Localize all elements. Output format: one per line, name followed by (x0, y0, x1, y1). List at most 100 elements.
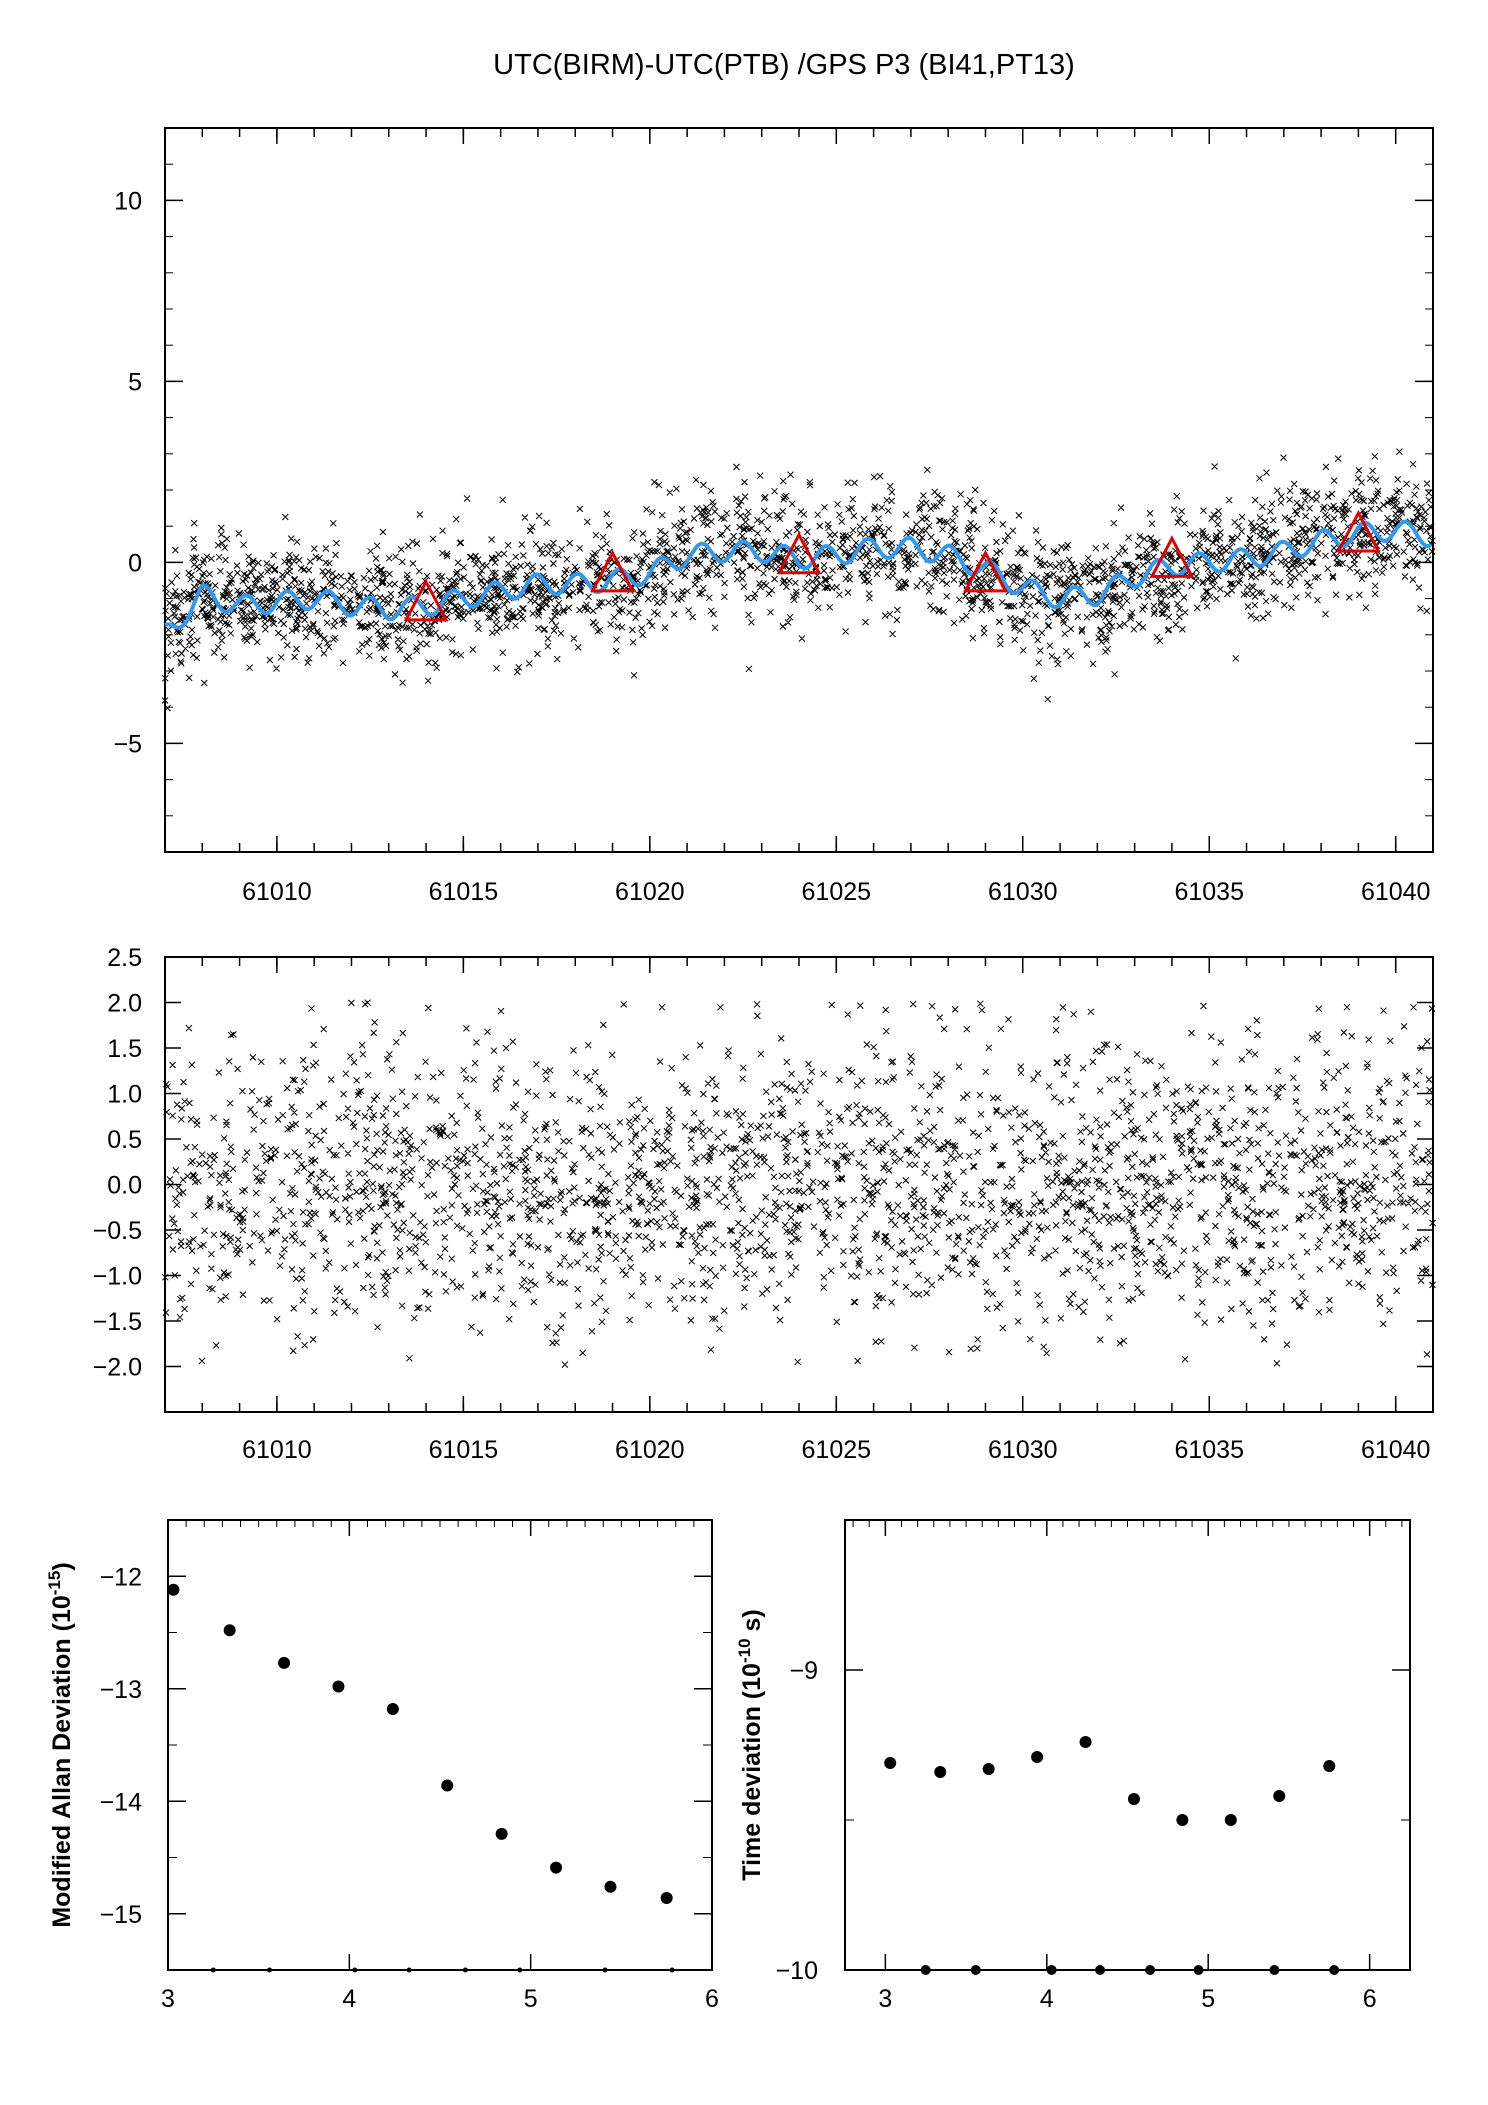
reference-mark (602, 1967, 608, 1973)
panel-top: 61010 61015 61020 61025 61030 61035 61040 10 5 0 −… (113, 127, 1436, 906)
y-axis-label-exponent: -10 (735, 1638, 754, 1663)
x-tick-label: 61025 (802, 1436, 872, 1464)
y-tick-label: −12 (100, 1563, 142, 1591)
x-tick-label: 5 (524, 1985, 538, 2013)
reference-mark (920, 1965, 931, 1975)
y-tick-label: −1.0 (93, 1263, 142, 1291)
y-tick-label: −13 (100, 1676, 142, 1704)
reference-mark (267, 1967, 273, 1973)
stability-point (982, 1763, 995, 1775)
stability-point (1176, 1814, 1189, 1826)
y-tick-label: 1.5 (107, 1035, 142, 1063)
stability-point (1031, 1751, 1044, 1763)
stability-point (386, 1703, 399, 1715)
y-tick-label: −14 (100, 1788, 143, 1816)
x-tick-label: 6 (705, 1985, 719, 2013)
reference-mark (462, 1967, 468, 1973)
y-axis-label: Time deviation (10-10 s) (735, 1609, 766, 1880)
stability-point (1323, 1760, 1336, 1772)
triangle-marker (962, 549, 1008, 593)
y-tick-label: 1.0 (107, 1081, 142, 1109)
stability-point (332, 1680, 345, 1693)
reference-mark (210, 1967, 216, 1973)
figure-title: UTC(BIRM)-UTC(PTB) /GPS P3 (BI41,PT13) (493, 49, 1075, 81)
y-tick-label: 0 (128, 549, 142, 577)
triangle-marker (403, 578, 449, 622)
reference-mark (1269, 1965, 1280, 1975)
stability-point (884, 1757, 897, 1769)
reference-mark (1095, 1965, 1106, 1975)
panel-bottom-left: 3 4 5 6 −12 −13 −14 −15 Modified Allan Deviation… (45, 1519, 719, 2013)
x-tick-label: 4 (342, 1985, 356, 2013)
x-tick-label: 6 (1363, 1985, 1377, 2013)
plot-frame (164, 127, 1434, 853)
y-axis-label-main: Time deviation (10 (738, 1663, 766, 1881)
x-tick-label: 61015 (429, 878, 499, 906)
stability-point (441, 1779, 454, 1792)
x-tick-label: 3 (878, 1985, 892, 2013)
x-tick-label: 61040 (1361, 1436, 1431, 1464)
stability-point (495, 1827, 508, 1840)
panel-middle: 61010 61015 61020 61025 61030 61035 61040 2.5 2.… (93, 944, 1436, 1464)
x-tick-label: 61030 (988, 1436, 1058, 1464)
x-tick-label: 61025 (802, 878, 872, 906)
reference-mark (406, 1967, 412, 1973)
stability-point (934, 1766, 947, 1778)
y-tick-label: −2.0 (93, 1354, 142, 1382)
y-tick-label: 10 (114, 187, 142, 215)
stability-point (167, 1583, 180, 1596)
fit-line (164, 519, 1433, 630)
stability-point (1127, 1793, 1140, 1805)
reference-mark (517, 1967, 523, 1973)
stability-point (1224, 1814, 1237, 1826)
x-tick-label: 61020 (615, 1436, 685, 1464)
y-axis-label-end: s) (738, 1609, 766, 1638)
y-tick-label: 5 (128, 368, 142, 396)
stability-point (1273, 1790, 1286, 1802)
x-tick-label: 61035 (1174, 878, 1244, 906)
reference-mark (352, 1967, 358, 1973)
x-tick-label: 61010 (242, 878, 312, 906)
y-tick-label: −0.5 (93, 1217, 142, 1245)
reference-mark (1193, 1965, 1204, 1975)
measurement-points (161, 999, 1436, 1368)
x-tick-label: 4 (1040, 1985, 1054, 2013)
measurement-points (161, 448, 1436, 712)
reference-mark (1145, 1965, 1156, 1975)
stability-point (660, 1892, 673, 1904)
y-axis-label: Modified Allan Deviation (10-15) (45, 1562, 76, 1927)
stability-point (1079, 1736, 1092, 1748)
x-tick-label: 5 (1201, 1985, 1215, 2013)
y-tick-label: 2.0 (107, 990, 142, 1018)
stability-point (550, 1861, 563, 1874)
x-tick-label: 61020 (615, 878, 685, 906)
x-tick-label: 3 (161, 1985, 175, 2013)
y-axis-label-main: Modified Allan Deviation (10 (48, 1595, 76, 1927)
stability-point (278, 1656, 291, 1669)
y-axis-label-end: ) (48, 1562, 76, 1570)
reference-mark (1329, 1965, 1340, 1975)
stability-point (223, 1624, 236, 1637)
stability-point (604, 1880, 617, 1893)
reference-mark (1046, 1965, 1057, 1975)
y-tick-label: −1.5 (93, 1308, 142, 1336)
plot-frame (844, 1519, 1411, 1971)
plot-frame (167, 1519, 713, 1971)
triangle-marker (1149, 535, 1195, 578)
y-tick-label: −10 (776, 1957, 818, 1985)
reference-mark (669, 1967, 675, 1973)
panel-bottom-right: 3 4 5 6 −9 −10 Time deviation (10-10 s) (735, 1519, 1411, 2013)
x-tick-label: 61010 (242, 1436, 312, 1464)
y-tick-label: −5 (113, 730, 142, 758)
triangle-marker (1335, 509, 1381, 553)
x-tick-label: 61040 (1361, 878, 1431, 906)
x-tick-label: 61015 (429, 1436, 499, 1464)
x-tick-label: 61030 (988, 878, 1058, 906)
reference-mark (970, 1965, 981, 1975)
x-tick-label: 61035 (1174, 1436, 1244, 1464)
triangle-marker (776, 531, 822, 575)
y-tick-label: 0.5 (107, 1126, 142, 1154)
y-tick-label: 0.0 (107, 1172, 142, 1200)
y-tick-label: 2.5 (107, 944, 142, 972)
